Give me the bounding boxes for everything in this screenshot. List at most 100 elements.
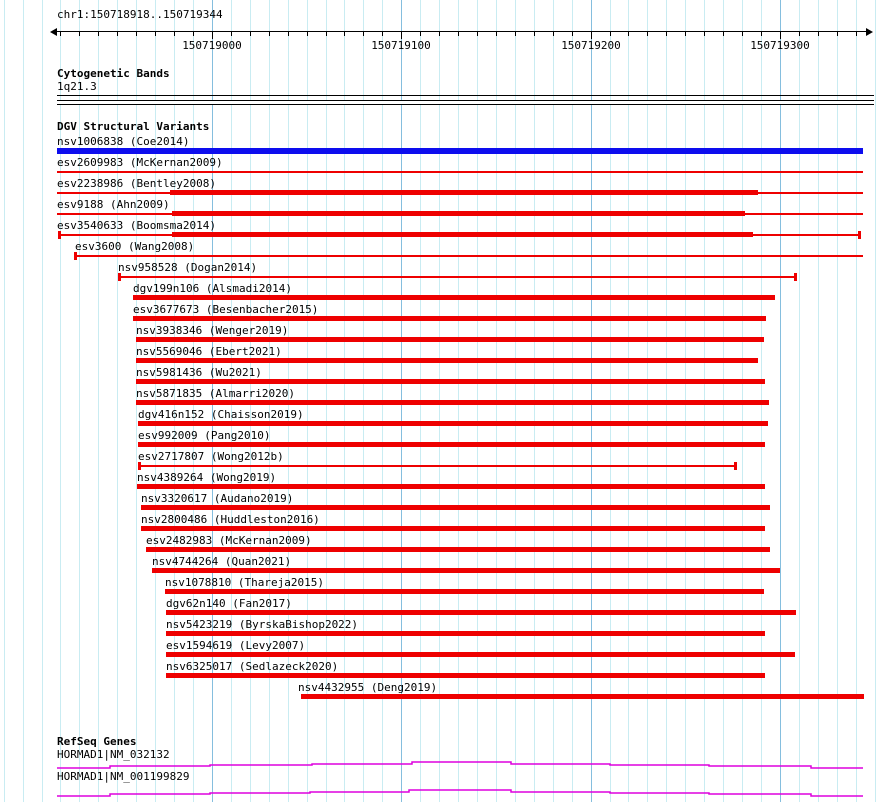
ruler-arrow-left-icon [50,28,57,36]
variant-label[interactable]: nsv5569046 (Ebert2021) [136,345,282,358]
variant-bar[interactable] [138,421,768,426]
variant-bar[interactable] [170,190,758,195]
variant-label[interactable]: nsv5423219 (ByrskaBishop2022) [166,618,359,631]
variant-bar[interactable] [165,589,764,594]
variant-label[interactable]: nsv5981436 (Wu2021) [136,366,262,379]
variant-label[interactable]: esv3600 (Wang2008) [75,240,195,253]
ruler-major-tick [212,32,213,39]
gene-label[interactable]: HORMAD1|NM_032132 [57,748,170,761]
variant-bar[interactable] [133,316,766,321]
variant-label[interactable]: esv2609983 (McKernan2009) [57,156,223,169]
variant-bar[interactable] [301,694,864,699]
variant-endcap[interactable] [858,231,861,239]
cytoband-band-box[interactable] [57,100,874,105]
grid-minor-line [4,0,5,802]
variant-label[interactable]: nsv4744264 (Quan2021) [152,555,292,568]
variant-bar[interactable] [166,673,765,678]
variant-bar[interactable] [146,547,770,552]
grid-minor-line [818,0,819,802]
ruler-minor-tick [420,32,421,36]
cytogenetic-title: Cytogenetic Bands [57,67,170,80]
variant-label[interactable]: esv2482983 (McKernan2009) [146,534,312,547]
variant-label[interactable]: dgv62n140 (Fan2017) [166,597,292,610]
variant-range-line[interactable] [139,465,735,467]
ruler-minor-tick [666,32,667,36]
variant-label[interactable]: nsv4389264 (Wong2019) [137,471,277,484]
ruler-minor-tick [837,32,838,36]
variant-bar[interactable] [136,337,764,342]
ruler-tick-layer: 150719000 150719100 150719200 150719300 [0,0,890,60]
grid-minor-line [875,0,876,802]
grid-minor-line [98,0,99,802]
ruler-minor-tick [288,32,289,36]
variant-bar[interactable] [166,610,796,615]
variant-label[interactable]: esv2717807 (Wong2012b) [138,450,284,463]
ruler-tick-label: 150719300 [750,39,810,52]
grid-minor-line [856,0,857,802]
variant-range-line[interactable] [57,171,863,173]
variant-label[interactable]: esv2238986 (Bentley2008) [57,177,216,190]
variant-endcap[interactable] [138,462,141,470]
variant-bar[interactable] [141,526,765,531]
variant-label[interactable]: dgv416n152 (Chaisson2019) [138,408,304,421]
variant-label[interactable]: dgv199n106 (Alsmadi2014) [133,282,292,295]
ruler-tick-label: 150719000 [182,39,242,52]
gene-label[interactable]: HORMAD1|NM_001199829 [57,770,190,783]
variant-bar[interactable] [137,484,765,489]
ruler-major-tick [591,32,592,39]
grid-minor-line [23,0,24,802]
variant-bar[interactable] [133,295,775,300]
variant-label[interactable]: nsv3320617 (Audano2019) [141,492,294,505]
variant-label[interactable]: nsv3938346 (Wenger2019) [136,324,289,337]
variant-label[interactable]: nsv2800486 (Huddleston2016) [141,513,320,526]
grid-minor-line [42,0,43,802]
variant-bar[interactable] [138,442,765,447]
refseq-title: RefSeq Genes [57,735,137,748]
variant-label[interactable]: nsv1006838 (Coe2014) [57,135,190,148]
cytoband-label[interactable]: 1q21.3 [57,80,97,93]
ruler-minor-tick [628,32,629,36]
ruler-minor-tick [647,32,648,36]
variant-endcap[interactable] [734,462,737,470]
variant-endcap[interactable] [118,273,121,281]
gene-polyline[interactable] [57,789,863,797]
variant-bar[interactable] [172,211,745,216]
ruler-minor-tick [155,32,156,36]
ruler-minor-tick [439,32,440,36]
variant-bar[interactable] [172,232,753,237]
variant-label[interactable]: esv3677673 (Besenbacher2015) [133,303,319,316]
variant-label[interactable]: nsv958528 (Dogan2014) [118,261,258,274]
ruler-minor-tick [344,32,345,36]
variant-bar[interactable] [166,652,795,657]
ruler-minor-tick [553,32,554,36]
variant-endcap[interactable] [794,273,797,281]
grid-major-line [780,0,781,802]
variant-bar[interactable] [136,379,765,384]
variant-bar[interactable] [57,148,863,154]
variant-label[interactable]: esv992009 (Pang2010) [138,429,271,442]
variant-label[interactable]: nsv5871835 (Almarri2020) [136,387,295,400]
variant-range-line[interactable] [119,276,795,278]
ruler-minor-tick [136,32,137,36]
ruler-tick-label: 150719200 [561,39,621,52]
variant-label[interactable]: nsv1078810 (Thareja2015) [165,576,324,589]
variant-endcap[interactable] [74,252,77,260]
ruler-minor-tick [515,32,516,36]
variant-bar[interactable] [166,631,765,636]
variant-label[interactable]: nsv4432955 (Deng2019) [298,681,438,694]
gene-polyline[interactable] [57,761,863,769]
variant-label[interactable]: esv3540633 (Boomsma2014) [57,219,216,232]
variant-label[interactable]: esv1594619 (Levy2007) [166,639,306,652]
cytoband-track-line[interactable] [57,95,874,96]
variant-bar[interactable] [136,358,758,363]
ruler-minor-tick [231,32,232,36]
variant-endcap[interactable] [58,231,61,239]
variant-bar[interactable] [136,400,769,405]
variant-range-line[interactable] [75,255,863,257]
variant-label[interactable]: nsv6325017 (Sedlazeck2020) [166,660,339,673]
variant-bar[interactable] [152,568,780,573]
ruler-minor-tick [496,32,497,36]
ruler-minor-tick [382,32,383,36]
variant-bar[interactable] [141,505,770,510]
variant-label[interactable]: esv9188 (Ahn2009) [57,198,170,211]
